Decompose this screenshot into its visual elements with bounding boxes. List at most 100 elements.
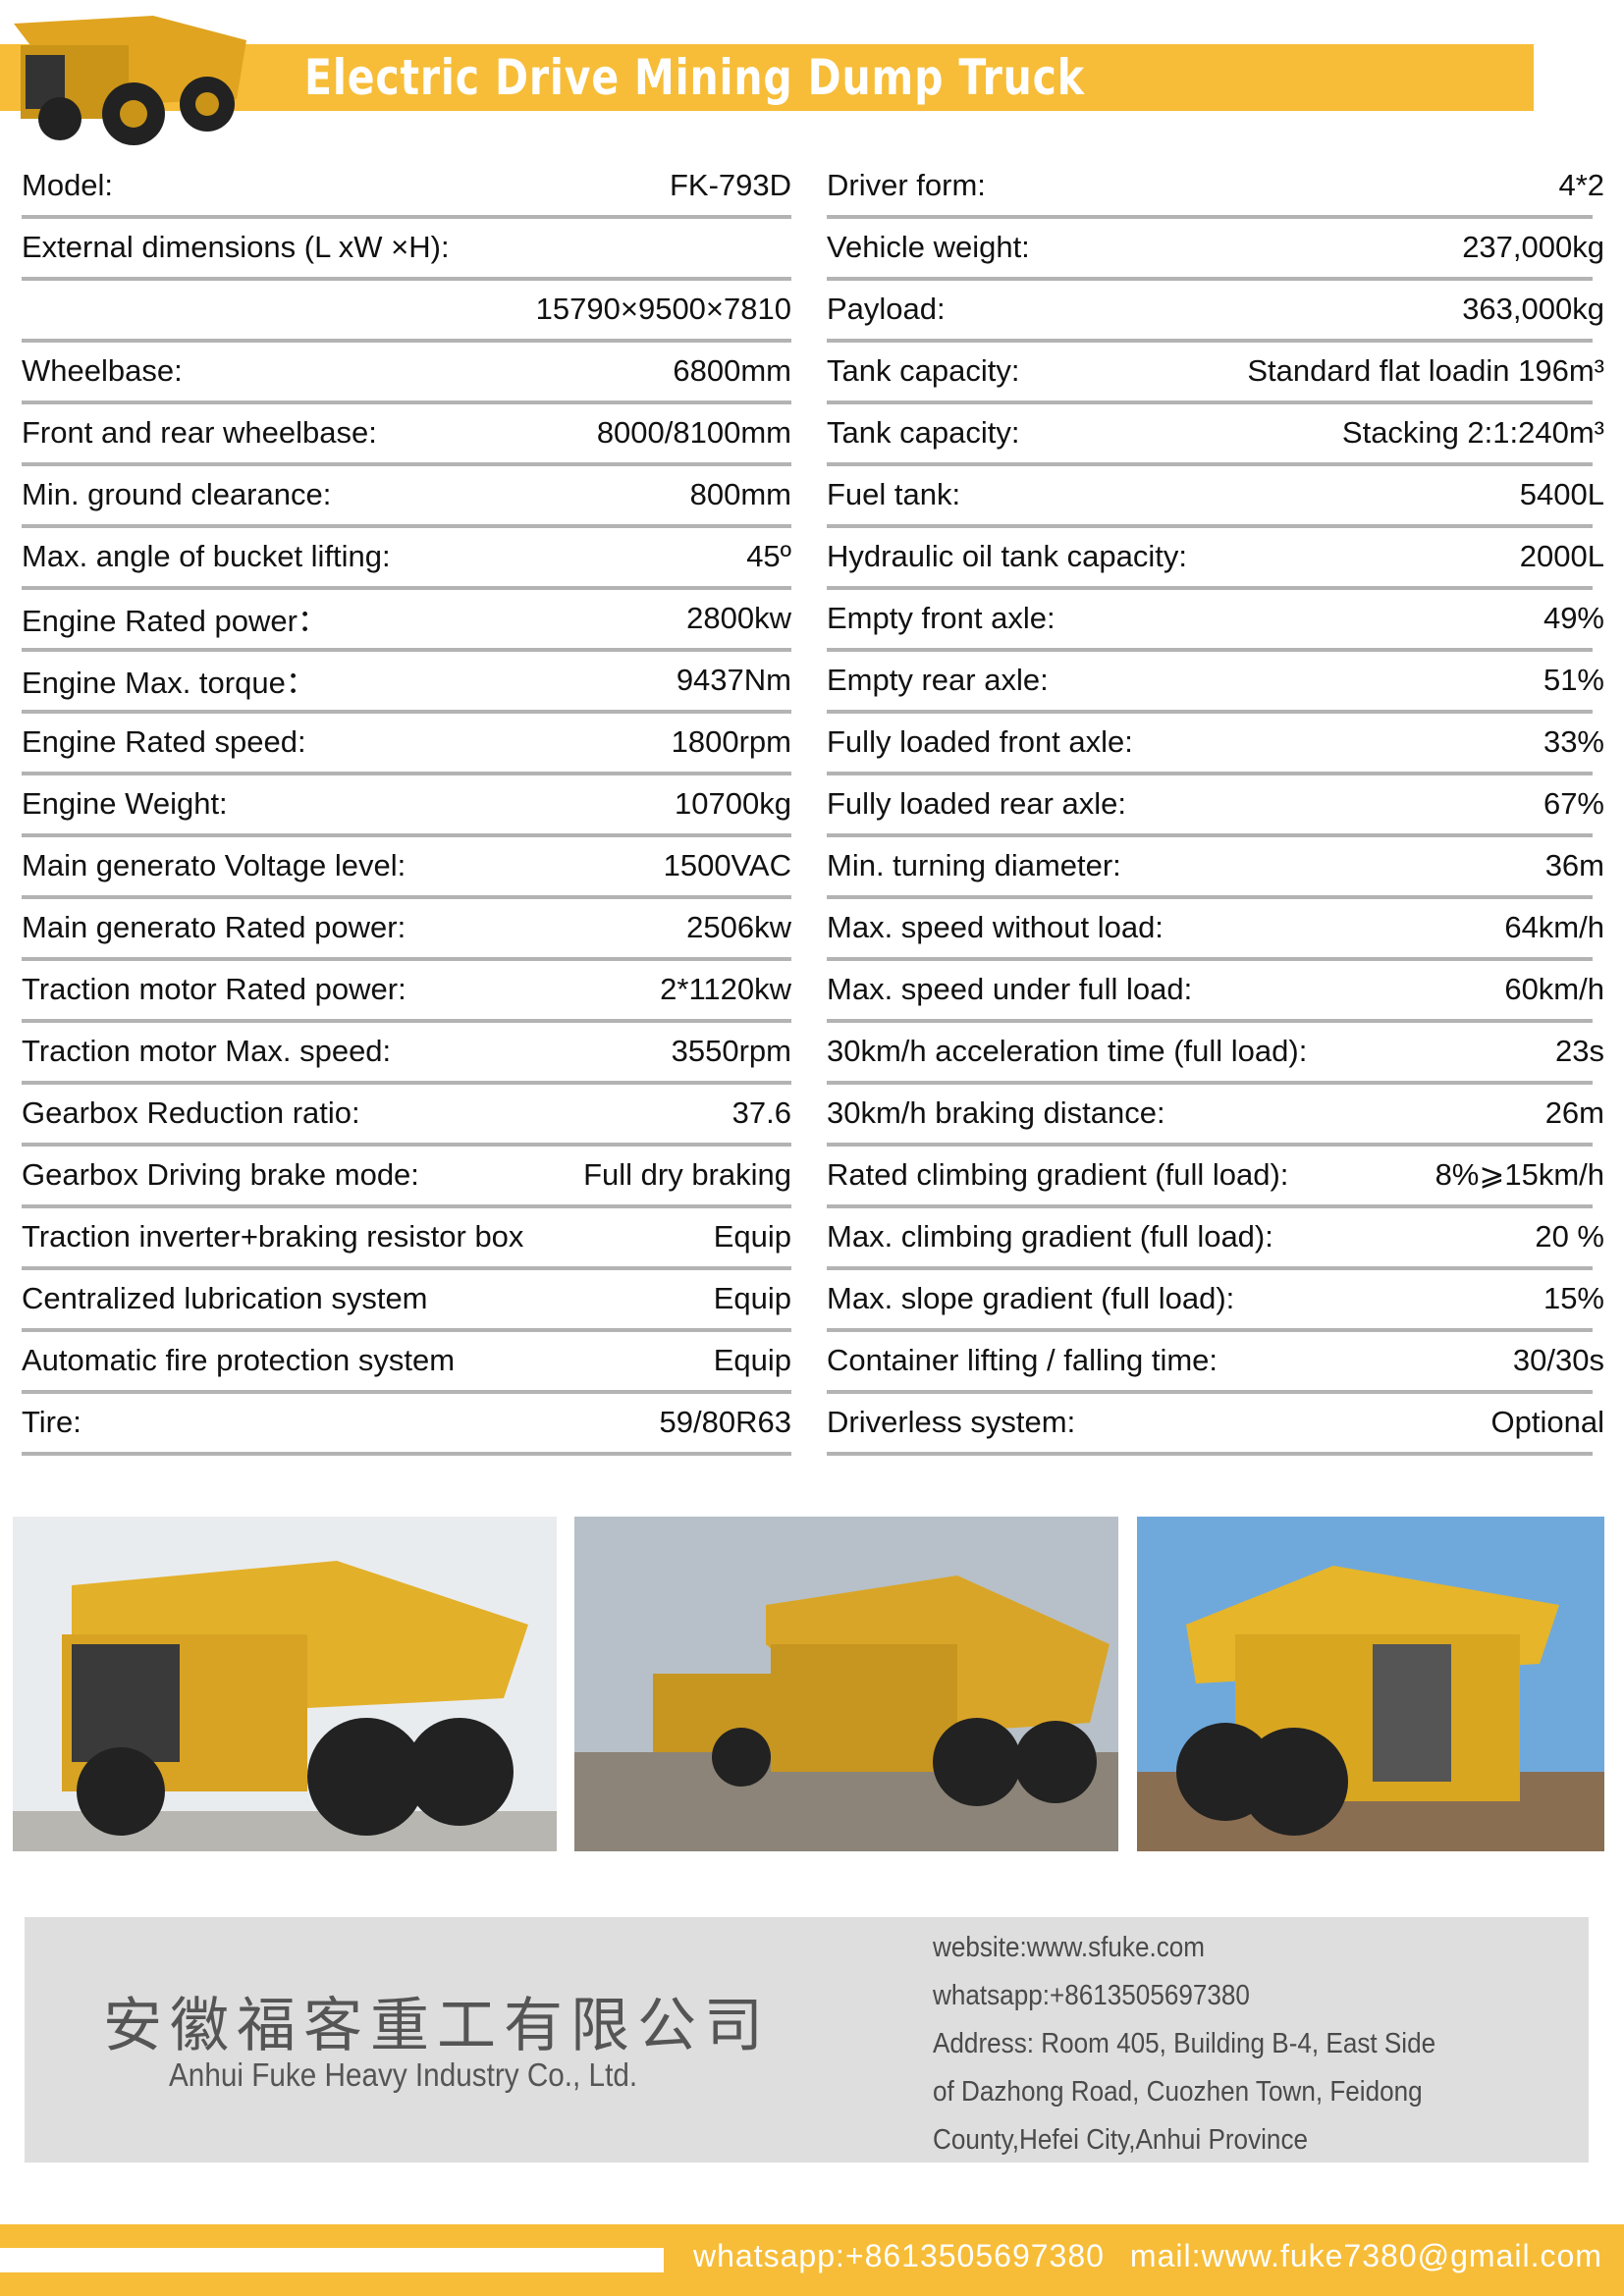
spec-value: Equip bbox=[713, 1280, 791, 1315]
spec-label: Engine Max. torque： bbox=[22, 666, 316, 700]
spec-value: 237,000kg bbox=[1462, 229, 1604, 264]
spec-label: 30km/h acceleration time (full load): bbox=[827, 1033, 1308, 1068]
spec-label: Traction inverter+braking resistor box bbox=[22, 1218, 524, 1254]
spec-value: 8%⩾15km/h bbox=[1435, 1156, 1604, 1192]
spec-value: Stacking 2:1:240m³ bbox=[1341, 414, 1604, 450]
company-contact-info: website:www.sfuke.com whatsapp:+86135056… bbox=[933, 1924, 1435, 2164]
spec-row: Hydraulic oil tank capacity: 2000L bbox=[827, 528, 1604, 590]
spec-label: Centralized lubrication system bbox=[22, 1280, 428, 1315]
footer-whatsapp: whatsapp:+8613505697380 bbox=[693, 2238, 1105, 2273]
spec-value: 9437Nm bbox=[676, 662, 791, 697]
spec-label: Fully loaded rear axle: bbox=[827, 785, 1126, 821]
spec-row: Gearbox Reduction ratio: 37.6 bbox=[22, 1085, 791, 1147]
spec-label: Max. slope gradient (full load): bbox=[827, 1280, 1235, 1315]
spec-value: 1800rpm bbox=[671, 723, 791, 759]
spec-row: Empty front axle: 49% bbox=[827, 590, 1604, 652]
spec-value: 36m bbox=[1544, 847, 1604, 882]
spec-label: Fuel tank: bbox=[827, 476, 961, 511]
spec-row: Min. ground clearance: 800mm bbox=[22, 466, 791, 528]
spec-label: Min. ground clearance: bbox=[22, 476, 332, 511]
spec-row: Traction inverter+braking resistor box Eq… bbox=[22, 1208, 791, 1270]
spec-row: Traction motor Max. speed: 3550rpm bbox=[22, 1023, 791, 1085]
spec-row: Model: FK-793D bbox=[22, 157, 791, 219]
spec-value: 2000L bbox=[1519, 538, 1604, 573]
spec-label: Tank capacity: bbox=[827, 414, 1020, 450]
spec-value: 67% bbox=[1543, 785, 1604, 821]
spec-label: Engine Rated power： bbox=[22, 604, 328, 638]
spec-label: External dimensions (L xW ×H): bbox=[22, 229, 450, 264]
spec-value: 64km/h bbox=[1504, 909, 1604, 944]
spec-row: 30km/h acceleration time (full load): 23s bbox=[827, 1023, 1604, 1085]
spec-row: Main generato Rated power: 2506kw bbox=[22, 899, 791, 961]
spec-value: 20 % bbox=[1535, 1218, 1604, 1254]
spec-row: Engine Rated speed: 1800rpm bbox=[22, 714, 791, 775]
truck-photo-3 bbox=[1137, 1517, 1604, 1851]
spec-value: Optional bbox=[1490, 1404, 1604, 1439]
spec-label: Main generato Voltage level: bbox=[22, 847, 406, 882]
spec-value: 49% bbox=[1543, 600, 1604, 635]
spec-row: Max. speed without load: 64km/h bbox=[827, 899, 1604, 961]
spec-row: Tank capacity: Standard flat loadin 196m³ bbox=[827, 343, 1604, 404]
spec-label: Min. turning diameter: bbox=[827, 847, 1121, 882]
spec-value: 37.6 bbox=[731, 1095, 791, 1130]
spec-value: 30/30s bbox=[1512, 1342, 1604, 1377]
spec-row: Engine Weight: 10700kg bbox=[22, 775, 791, 837]
spec-value: Standard flat loadin 196m³ bbox=[1247, 352, 1604, 388]
spec-label: Automatic fire protection system bbox=[22, 1342, 456, 1377]
truck-photo-2 bbox=[574, 1517, 1118, 1851]
spec-row: Driverless system: Optional bbox=[827, 1394, 1604, 1456]
spec-value: 26m bbox=[1544, 1095, 1604, 1130]
spec-row: Fuel tank: 5400L bbox=[827, 466, 1604, 528]
spec-value: 2800kw bbox=[686, 600, 791, 635]
spec-row: Max. climbing gradient (full load): 20 % bbox=[827, 1208, 1604, 1270]
spec-value: 363,000kg bbox=[1462, 291, 1604, 326]
spec-value: 10700kg bbox=[675, 785, 791, 821]
footer-strip bbox=[0, 2248, 664, 2272]
address-line: County,Hefei City,Anhui Province bbox=[933, 2124, 1309, 2156]
spec-row: Tire: 59/80R63 bbox=[22, 1394, 791, 1456]
website-text: website:www.sfuke.com bbox=[933, 1932, 1206, 1963]
spec-label: Hydraulic oil tank capacity: bbox=[827, 538, 1187, 573]
spec-label: Front and rear wheelbase: bbox=[22, 414, 377, 450]
spec-label: Tire: bbox=[22, 1404, 81, 1439]
spec-value: Equip bbox=[713, 1218, 791, 1254]
spec-label: 30km/h braking distance: bbox=[827, 1095, 1165, 1130]
spec-row: Max. angle of bucket lifting: 45º bbox=[22, 528, 791, 590]
spec-value: FK-793D bbox=[669, 167, 791, 202]
spec-value: Equip bbox=[713, 1342, 791, 1377]
spec-row: Payload: 363,000kg bbox=[827, 281, 1604, 343]
spec-value: 2506kw bbox=[686, 909, 791, 944]
company-info-panel bbox=[25, 1917, 1589, 2163]
spec-label: Traction motor Max. speed: bbox=[22, 1033, 392, 1068]
spec-value: 1500VAC bbox=[663, 847, 791, 882]
page-title: Electric Drive Mining Dump Truck bbox=[304, 49, 1085, 106]
spec-label: Traction motor Rated power: bbox=[22, 971, 406, 1006]
spec-row: Wheelbase: 6800mm bbox=[22, 343, 791, 404]
spec-value: 15790×9500×7810 bbox=[535, 291, 791, 326]
spec-value: 4*2 bbox=[1558, 167, 1604, 202]
spec-row: 30km/h braking distance: 26m bbox=[827, 1085, 1604, 1147]
spec-row: Fully loaded rear axle: 67% bbox=[827, 775, 1604, 837]
spec-row: Engine Rated power： 2800kw bbox=[22, 590, 791, 652]
spec-label: Rated climbing gradient (full load): bbox=[827, 1156, 1289, 1192]
spec-row: Tank capacity: Stacking 2:1:240m³ bbox=[827, 404, 1604, 466]
spec-value: Full dry braking bbox=[583, 1156, 791, 1192]
spec-row: Traction motor Rated power: 2*1120kw bbox=[22, 961, 791, 1023]
dump-truck-logo-image bbox=[14, 16, 246, 145]
spec-value: 33% bbox=[1543, 723, 1604, 759]
spec-label: Engine Rated speed: bbox=[22, 723, 306, 759]
spec-label: Vehicle weight: bbox=[827, 229, 1030, 264]
spec-label: Model: bbox=[22, 167, 114, 202]
spec-list-right: Driver form: 4*2 Vehicle weight: 237,000kg P… bbox=[827, 157, 1604, 1456]
spec-row: Vehicle weight: 237,000kg bbox=[827, 219, 1604, 281]
spec-value: 800mm bbox=[689, 476, 791, 511]
spec-label: Max. speed without load: bbox=[827, 909, 1164, 944]
spec-label: Tank capacity: bbox=[827, 352, 1020, 388]
spec-label: Wheelbase: bbox=[22, 352, 183, 388]
spec-value: 8000/8100mm bbox=[596, 414, 791, 450]
company-name-chinese: 安徽福客重工有限公司 bbox=[103, 1992, 771, 2060]
footer-mail: mail:www.fuke7380@gmail.com bbox=[1129, 2238, 1602, 2273]
spec-label: Driverless system: bbox=[827, 1404, 1076, 1439]
spec-value: 6800mm bbox=[673, 352, 791, 388]
spec-value: 59/80R63 bbox=[659, 1404, 791, 1439]
